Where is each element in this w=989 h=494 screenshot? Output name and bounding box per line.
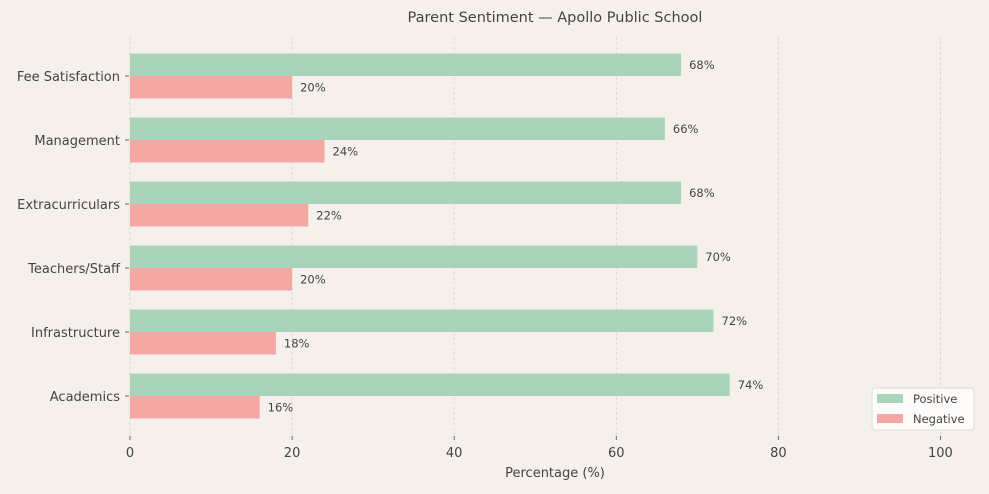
legend-label: Positive xyxy=(913,392,957,406)
bar-positive xyxy=(130,53,682,76)
x-tick-label: 40 xyxy=(446,446,463,461)
data-label: 20% xyxy=(300,272,326,286)
bar-negative xyxy=(130,76,293,99)
chart-title: Parent Sentiment — Apollo Public School xyxy=(408,10,703,26)
legend-label: Negative xyxy=(913,412,965,426)
bar-negative xyxy=(130,396,260,419)
y-tick-label: Teachers/Staff xyxy=(27,262,121,277)
bar-negative xyxy=(130,140,325,163)
x-tick-label: 20 xyxy=(284,446,301,461)
bar-positive xyxy=(130,181,682,204)
bar-negative xyxy=(130,204,309,227)
data-label: 70% xyxy=(705,250,731,264)
y-tick-label: Academics xyxy=(50,390,120,405)
legend-swatch-negative xyxy=(877,414,903,423)
bar-positive xyxy=(130,373,730,396)
legend-swatch-positive xyxy=(877,394,903,403)
data-label: 68% xyxy=(689,186,715,200)
data-label: 74% xyxy=(738,378,764,392)
bar-negative xyxy=(130,332,276,355)
y-tick-label: Management xyxy=(34,134,120,149)
data-label: 72% xyxy=(722,314,748,328)
x-axis-label: Percentage (%) xyxy=(505,466,605,481)
x-tick-label: 100 xyxy=(928,446,953,461)
data-label: 68% xyxy=(689,58,715,72)
y-tick-label: Fee Satisfaction xyxy=(17,70,120,85)
x-tick-label: 80 xyxy=(770,446,787,461)
bar-positive xyxy=(130,245,698,268)
data-label: 20% xyxy=(300,80,326,94)
x-tick-label: 0 xyxy=(126,446,134,461)
data-label: 22% xyxy=(316,208,342,222)
x-tick-label: 60 xyxy=(608,446,625,461)
bar-positive xyxy=(130,309,714,332)
y-tick-label: Infrastructure xyxy=(31,326,120,341)
data-label: 18% xyxy=(284,336,310,350)
y-tick-label: Extracurriculars xyxy=(17,198,120,213)
data-label: 24% xyxy=(333,144,359,158)
bar-positive xyxy=(130,117,665,140)
data-label: 16% xyxy=(268,400,294,414)
legend: Positive Negative xyxy=(871,387,975,431)
bar-negative xyxy=(130,268,293,291)
data-label: 66% xyxy=(673,122,699,136)
